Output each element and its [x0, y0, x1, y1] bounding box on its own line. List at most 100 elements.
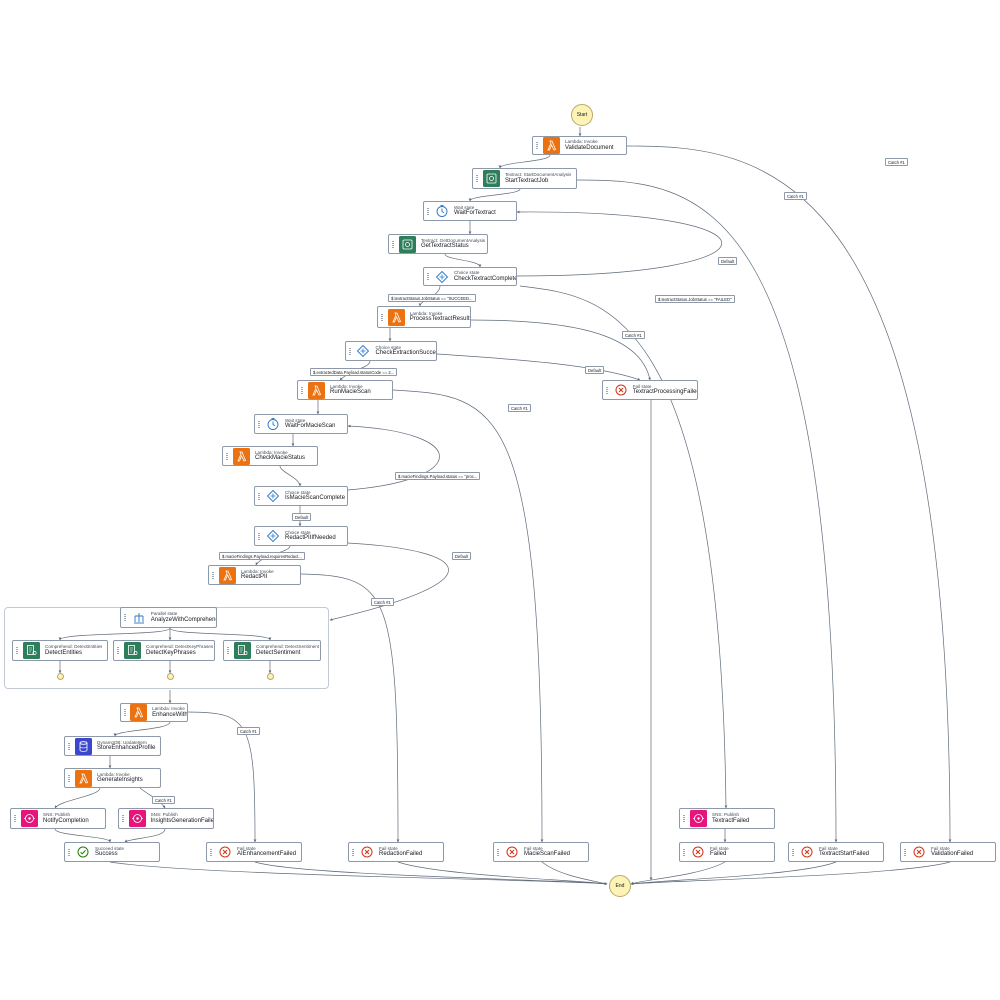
parallel-icon [132, 611, 146, 625]
edge-label-catch-redact[interactable]: Catch #1 [371, 598, 394, 607]
edge-label-catch-start-textract[interactable]: Catch #1 [784, 192, 807, 201]
edge-label-cond-redact[interactable]: $.macieFindings.Payload.requiresRedact..… [219, 552, 305, 561]
edge-label-cond-failed[interactable]: $.textractStatus.JobStatus == "FAILED" [655, 295, 735, 304]
state-name-label: MacieScanFailed [524, 851, 571, 858]
drag-handle-icon[interactable] [350, 843, 356, 861]
state-detect-entities[interactable]: Comprehend: DetectEntities DetectEntities [12, 640, 108, 661]
drag-handle-icon[interactable] [208, 843, 214, 861]
drag-handle-icon[interactable] [902, 843, 908, 861]
drag-handle-icon[interactable] [495, 843, 501, 861]
drag-handle-icon[interactable] [256, 527, 262, 545]
edge-label-catch-insights[interactable]: Catch #1 [152, 796, 175, 805]
lambda-icon [75, 769, 92, 787]
start-terminal: Start [571, 104, 593, 126]
drag-handle-icon[interactable] [347, 342, 352, 360]
edge-label-default-check-textract[interactable]: Default [718, 257, 738, 266]
fail-icon [505, 845, 519, 859]
state-type-label: SNS: Publish [150, 812, 178, 818]
state-name-label: WaitForMacieScan [285, 423, 336, 430]
state-check-macie-status[interactable]: Lambda: Invoke CheckMacieStatus [222, 446, 318, 466]
sns-icon [128, 810, 146, 827]
state-type-label: Wait state [285, 417, 306, 423]
state-redaction-failed[interactable]: Fail state RedactionFailed [348, 842, 444, 862]
edge-label-default-extraction[interactable]: Default [585, 366, 605, 375]
state-validation-failed[interactable]: Fail state ValidationFailed [900, 842, 996, 862]
state-wait-for-textract[interactable]: Wait state WaitForTextract [423, 201, 517, 221]
drag-handle-icon[interactable] [474, 169, 480, 188]
edge-label-catch-validate[interactable]: Catch #1 [885, 158, 908, 167]
edge-label-cond-succeeded[interactable]: $.textractStatus.JobStatus == "SUCCEED..… [388, 294, 476, 303]
state-name-label: Failed [710, 851, 727, 858]
drag-handle-icon[interactable] [425, 268, 431, 285]
drag-handle-icon[interactable] [225, 641, 231, 660]
branch-end-terminal [167, 673, 174, 680]
state-textract-failed-sns[interactable]: SNS: Publish TextractFailed [679, 808, 775, 829]
edge-label-default-is-macie[interactable]: Default [292, 513, 312, 522]
state-redact-pii[interactable]: Lambda: Invoke RedactPII [208, 565, 301, 585]
state-type-label: Wait state [454, 204, 475, 210]
state-generate-insights[interactable]: Lambda: Invoke GenerateInsights [64, 768, 161, 788]
state-wait-for-macie-scan[interactable]: Wait state WaitForMacieScan [254, 414, 348, 434]
state-enhance-with-ai[interactable]: Lambda: InvokeEnhanceWithAI [120, 703, 188, 722]
state-ai-enhancement-failed[interactable]: Fail state AIEnhancementFailed [206, 842, 302, 862]
state-notify-completion[interactable]: SNS: Publish NotifyCompletion [10, 808, 106, 829]
state-type-label: Lambda: Invoke [152, 706, 185, 712]
drag-handle-icon[interactable] [256, 487, 262, 505]
drag-handle-icon[interactable] [122, 608, 128, 627]
state-detect-key-phrases[interactable]: Comprehend: DetectKeyPhrases DetectKeyPhr… [113, 640, 215, 661]
state-start-textract-job[interactable]: Textract: StartDocumentAnalysis StartText… [472, 168, 577, 189]
drag-handle-icon[interactable] [120, 809, 126, 828]
edge-label-catch-process[interactable]: Catch #1 [622, 331, 645, 340]
edge-label-catch-enhance[interactable]: Catch #1 [237, 727, 260, 736]
state-detect-sentiment[interactable]: Comprehend: DetectSentiment DetectSentime… [223, 640, 321, 661]
state-success[interactable]: Succeed state Success [64, 842, 160, 862]
state-name-label: GenerateInsights [97, 777, 143, 784]
state-textract-processing-failed[interactable]: Fail state TextractProcessingFailed [602, 380, 698, 400]
drag-handle-icon[interactable] [66, 769, 72, 787]
drag-handle-icon[interactable] [66, 737, 72, 755]
drag-handle-icon[interactable] [681, 809, 687, 828]
state-type-label: Lambda: Invoke [255, 449, 288, 455]
edge-label-catch-macie[interactable]: Catch #1 [508, 404, 531, 413]
drag-handle-icon[interactable] [12, 809, 18, 828]
state-textract-start-failed[interactable]: Fail state TextractStartFailed [788, 842, 884, 862]
drag-handle-icon[interactable] [224, 447, 230, 465]
drag-handle-icon[interactable] [604, 381, 610, 399]
drag-handle-icon[interactable] [790, 843, 796, 861]
state-type-label: Comprehend: DetectEntities [45, 644, 103, 650]
state-name-label: AIEnhancementFailed [237, 851, 297, 858]
state-type-label: Choice state [375, 344, 402, 350]
drag-handle-icon[interactable] [256, 415, 262, 433]
state-type-label: DynamoDB: UpdateItem [97, 739, 147, 745]
state-process-textract-results[interactable]: Lambda: Invoke ProcessTextractResults [377, 306, 471, 328]
state-validate-document[interactable]: Lambda: Invoke ValidateDocument [532, 136, 627, 155]
state-insights-generation-failed[interactable]: SNS: Publish InsightsGenerationFailed [118, 808, 214, 829]
state-failed[interactable]: Fail state Failed [679, 842, 775, 862]
drag-handle-icon[interactable] [122, 704, 127, 721]
drag-handle-icon[interactable] [681, 843, 687, 861]
state-get-textract-status[interactable]: Textract: GetDocumentAnalysis GetTextract… [388, 234, 488, 254]
edge-label-cond-macie-status[interactable]: $.macieFindings.Payload.status == "proc.… [395, 472, 481, 481]
state-store-enhanced-profile[interactable]: DynamoDB: UpdateItem StoreEnhancedProfile [64, 736, 161, 756]
drag-handle-icon[interactable] [390, 235, 396, 253]
state-run-macie-scan[interactable]: Lambda: Invoke RunMacieScan [297, 380, 393, 400]
textract-icon [399, 235, 416, 253]
state-is-macie-scan-complete[interactable]: Choice state IsMacieScanComplete [254, 486, 348, 506]
state-macie-scan-failed[interactable]: Fail state MacieScanFailed [493, 842, 589, 862]
drag-handle-icon[interactable] [299, 381, 305, 399]
edge-label-default-redact[interactable]: Default [452, 552, 472, 561]
drag-handle-icon[interactable] [14, 641, 20, 660]
state-check-textract-complete[interactable]: Choice state CheckTextractComplete [423, 267, 517, 286]
drag-handle-icon[interactable] [379, 307, 385, 327]
state-check-extraction-success[interactable]: Choice state CheckExtractionSuccess [345, 341, 437, 361]
drag-handle-icon[interactable] [210, 566, 216, 584]
state-redact-pii-if-needed[interactable]: Choice state RedactPIIIfNeeded [254, 526, 348, 546]
lambda-icon [308, 381, 325, 399]
edge-label-cond-extraction[interactable]: $.extractedData.Payload.statusCode == 2.… [310, 368, 398, 377]
state-name-label: GetTextractStatus [421, 243, 469, 250]
state-analyze-with-comprehend[interactable]: Parallel state AnalyzeWithComprehend [120, 607, 217, 628]
drag-handle-icon[interactable] [425, 202, 431, 220]
drag-handle-icon[interactable] [66, 843, 72, 861]
drag-handle-icon[interactable] [534, 137, 540, 154]
drag-handle-icon[interactable] [115, 641, 121, 660]
